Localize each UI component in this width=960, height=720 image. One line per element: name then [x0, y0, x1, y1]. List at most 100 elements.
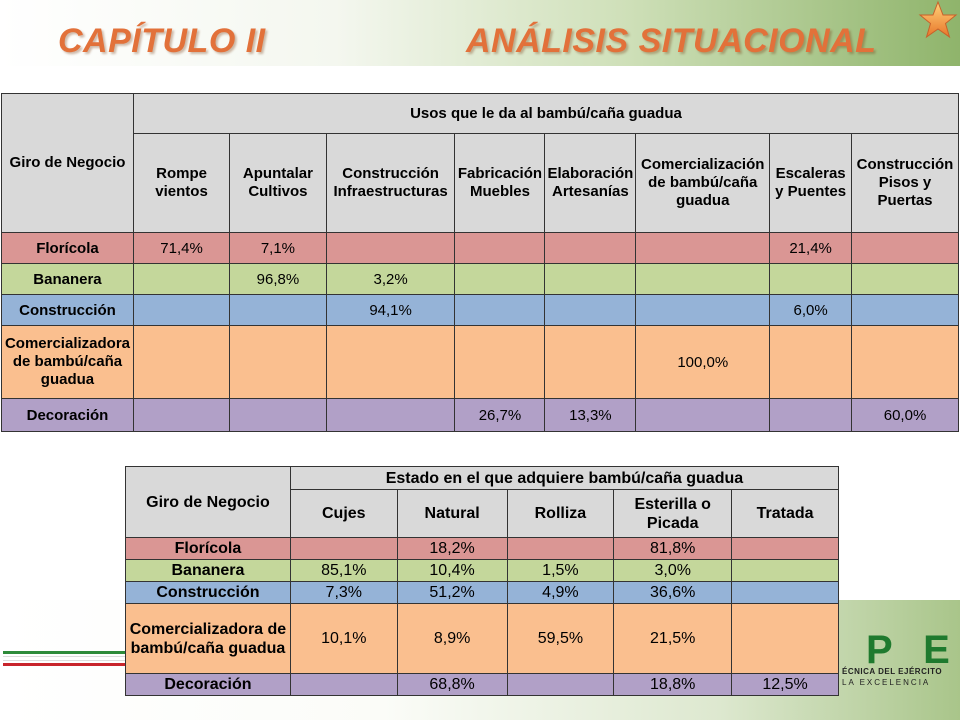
table-cell: [544, 232, 637, 264]
table-cell: 7,3%: [289, 581, 398, 604]
table-cell: [454, 232, 546, 264]
row-label: Comercializadora de bambú/caña guadua: [1, 325, 134, 399]
flag-stripes: [3, 651, 125, 666]
table-cell: [635, 398, 771, 432]
column-header: Construcción Pisos y Puertas: [851, 133, 959, 233]
table-cell: 7,1%: [229, 232, 327, 264]
row-label: Construcción: [1, 294, 134, 326]
column-header: Esterilla o Picada: [613, 489, 733, 538]
column-header: Apuntalar Cultivos: [229, 133, 327, 233]
column-header: Comercialización de bambú/caña guadua: [635, 133, 771, 233]
table-cell: 60,0%: [851, 398, 959, 432]
table-cell: [229, 398, 327, 432]
table-row: Decoración 68,8% 18,8% 12,5%: [125, 673, 839, 696]
table-cell: 68,8%: [396, 673, 508, 696]
column-header: Tratada: [731, 489, 839, 538]
table-cell: 59,5%: [506, 603, 615, 674]
table-usos-bambu: Giro de Negocio Usos que le da al bambú/…: [1, 93, 960, 432]
column-header: Fabricación Muebles: [454, 133, 546, 233]
logo-line-1: ÉCNICA DEL EJÉRCITO: [842, 667, 943, 676]
row-label: Decoración: [125, 673, 291, 696]
table-row: Comercializadora de bambú/caña guadua 10…: [125, 603, 839, 674]
table-cell: 100,0%: [635, 325, 771, 399]
table-cell: [635, 294, 771, 326]
logo-line-2: LA EXCELENCIA: [842, 678, 931, 687]
column-header: Natural: [396, 489, 508, 538]
star-icon: [918, 0, 958, 39]
table-cell: [851, 325, 959, 399]
table-cell: 21,4%: [769, 232, 853, 264]
table-cell: 18,8%: [613, 673, 733, 696]
row-label: Construcción: [125, 581, 291, 604]
table-cell: 6,0%: [769, 294, 853, 326]
row-label: Bananera: [125, 559, 291, 582]
table-cell: 96,8%: [229, 263, 327, 295]
table-cell: [506, 537, 615, 560]
row-label: Decoración: [1, 398, 134, 432]
table-cell: 71,4%: [132, 232, 231, 264]
table-row: Decoración 26,7% 13,3% 60,0%: [1, 398, 959, 432]
table-cell: [454, 263, 546, 295]
table-cell: [635, 232, 771, 264]
table-cell: 21,5%: [613, 603, 733, 674]
table-cell: 94,1%: [325, 294, 456, 326]
table-cell: [289, 673, 398, 696]
table-cell: [325, 325, 456, 399]
table-cell: [635, 263, 771, 295]
table-cell: [132, 263, 231, 295]
table-cell: 13,3%: [544, 398, 637, 432]
column-header: Elaboración Artesanías: [544, 133, 637, 233]
row-label: Florícola: [1, 232, 134, 264]
table-cell: 3,0%: [613, 559, 733, 582]
table-row: Construcción 7,3% 51,2% 4,9% 36,6%: [125, 581, 839, 604]
table-cell: [132, 294, 231, 326]
table-cell: [454, 325, 546, 399]
table-cell: [454, 294, 546, 326]
table-cell: [506, 673, 615, 696]
table-cell: [731, 559, 839, 582]
table-estado-bambu: Giro de Negocio Estado en el que adquier…: [125, 466, 840, 696]
table-cell: 1,5%: [506, 559, 615, 582]
table-cell: [769, 398, 853, 432]
table-cell: 18,2%: [396, 537, 508, 560]
table-cell: [229, 325, 327, 399]
table-row: Bananera 96,8% 3,2%: [1, 263, 959, 295]
chapter-title: CAPÍTULO II: [58, 22, 266, 60]
table-cell: 26,7%: [454, 398, 546, 432]
table-cell: 8,9%: [396, 603, 508, 674]
table-cell: 10,1%: [289, 603, 398, 674]
table-cell: 3,2%: [325, 263, 456, 295]
table-cell: 51,2%: [396, 581, 508, 604]
corner-header: Giro de Negocio: [125, 466, 291, 538]
table-cell: [851, 294, 959, 326]
section-title: ANÁLISIS SITUACIONAL: [466, 22, 877, 60]
table-row: Bananera 85,1% 10,4% 1,5% 3,0%: [125, 559, 839, 582]
group-header: Estado en el que adquiere bambú/caña gua…: [289, 466, 840, 490]
table-cell: 10,4%: [396, 559, 508, 582]
table-cell: 12,5%: [731, 673, 839, 696]
table-cell: [132, 325, 231, 399]
table-cell: 81,8%: [613, 537, 733, 560]
table-cell: [731, 537, 839, 560]
row-label: Bananera: [1, 263, 134, 295]
table-cell: 85,1%: [289, 559, 398, 582]
table-cell: [132, 398, 231, 432]
table-cell: 36,6%: [613, 581, 733, 604]
column-header: Escaleras y Puentes: [769, 133, 853, 233]
corner-header: Giro de Negocio: [1, 93, 134, 233]
table-cell: [544, 294, 637, 326]
table-cell: [851, 263, 959, 295]
row-label: Florícola: [125, 537, 291, 560]
table-row: Florícola 18,2% 81,8%: [125, 537, 839, 560]
table-row: Florícola 71,4% 7,1% 21,4%: [1, 232, 959, 264]
column-header: Cujes: [289, 489, 398, 538]
table-cell: [769, 325, 853, 399]
table-cell: [325, 232, 456, 264]
column-header: Construcción Infraestructuras: [325, 133, 456, 233]
table-cell: [229, 294, 327, 326]
table-row: Construcción 94,1% 6,0%: [1, 294, 959, 326]
column-header: Rolliza: [506, 489, 615, 538]
table-cell: [289, 537, 398, 560]
group-header: Usos que le da al bambú/caña guadua: [132, 93, 960, 134]
table-cell: [325, 398, 456, 432]
